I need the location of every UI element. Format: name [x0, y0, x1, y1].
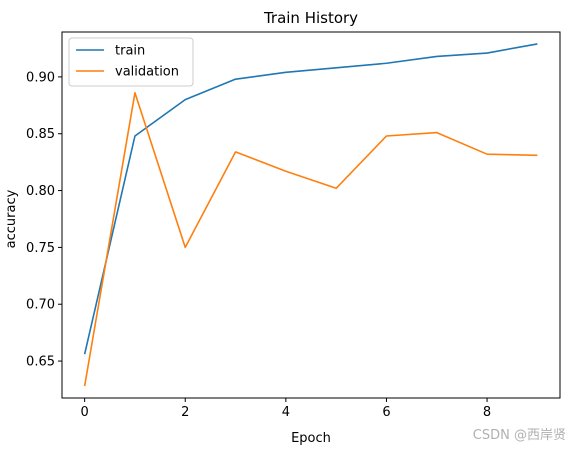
- series-line-train: [83, 43, 538, 355]
- y-tick-label: 0.75: [26, 241, 55, 256]
- x-axis: 0 2 4 6 8: [80, 398, 491, 420]
- plot-frame: [61, 31, 561, 399]
- y-tick-label: 0.80: [26, 184, 55, 199]
- y-tick-label: 0.85: [26, 127, 55, 142]
- x-tick-label: 2: [181, 405, 189, 420]
- y-axis: 0.65 0.70 0.75 0.80 0.85 0.90: [26, 70, 62, 370]
- watermark: CSDN @西岸贤: [473, 428, 566, 443]
- x-tick-label: 8: [483, 405, 491, 420]
- x-tick-label: 0: [80, 405, 88, 420]
- legend: train validation: [68, 37, 194, 87]
- y-tick-label: 0.90: [26, 70, 55, 85]
- y-axis-label: accuracy: [4, 189, 19, 248]
- series-lines: [83, 43, 538, 387]
- legend-label-validation: validation: [115, 65, 179, 80]
- legend-label-train: train: [115, 44, 145, 59]
- chart-title: Train History: [263, 9, 358, 27]
- y-tick-label: 0.70: [26, 298, 55, 313]
- x-axis-label: Epoch: [291, 431, 331, 446]
- x-tick-label: 6: [382, 405, 390, 420]
- y-tick-label: 0.65: [26, 355, 55, 370]
- x-tick-label: 4: [282, 405, 290, 420]
- series-line-validation: [83, 92, 538, 387]
